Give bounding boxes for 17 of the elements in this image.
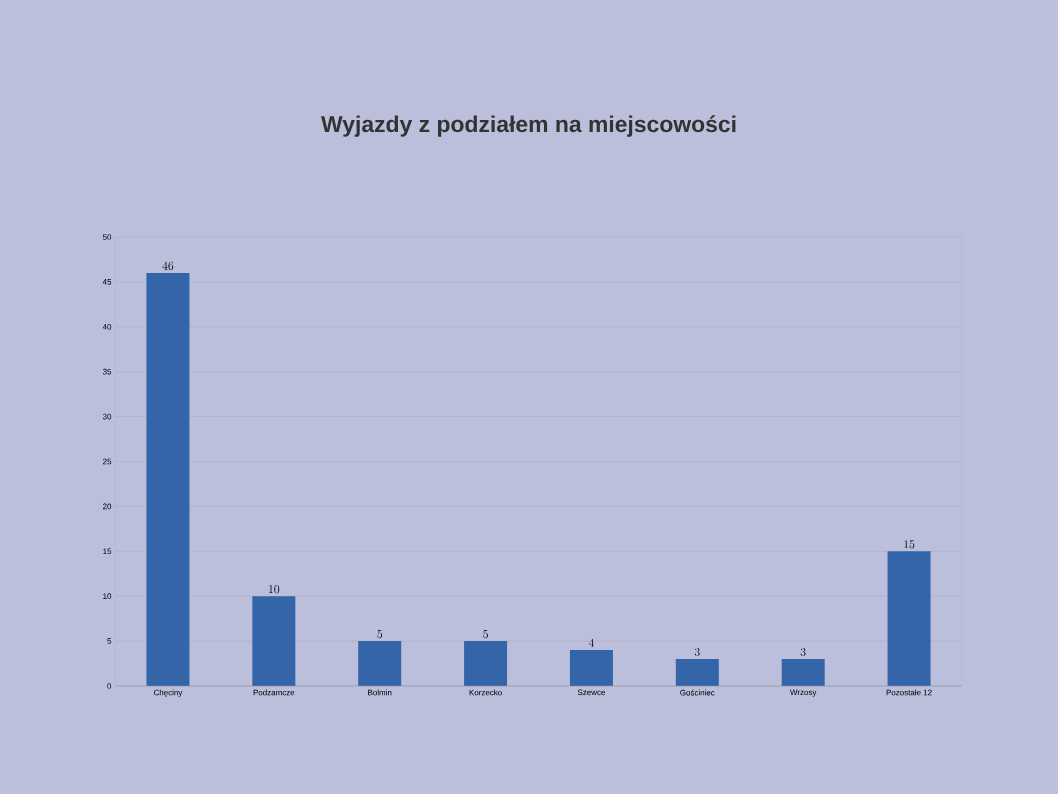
- bar: [464, 641, 508, 686]
- bar: [146, 272, 190, 686]
- data-label: 15: [904, 540, 915, 549]
- data-label: 5: [377, 629, 383, 639]
- chart-title: Wyjazdy z podziałem na miejscowości: [321, 115, 736, 137]
- bar: [252, 596, 296, 686]
- bar: [887, 551, 931, 686]
- bar: [675, 659, 719, 686]
- data-label: 4: [588, 638, 595, 647]
- data-label: 3: [694, 647, 700, 657]
- data-label: 3: [800, 647, 806, 657]
- data-label: 46: [162, 261, 174, 270]
- bar: [569, 650, 613, 686]
- bar: [358, 641, 402, 686]
- bar: [781, 659, 825, 686]
- data-label: 5: [483, 629, 488, 639]
- data-label: 10: [269, 585, 280, 594]
